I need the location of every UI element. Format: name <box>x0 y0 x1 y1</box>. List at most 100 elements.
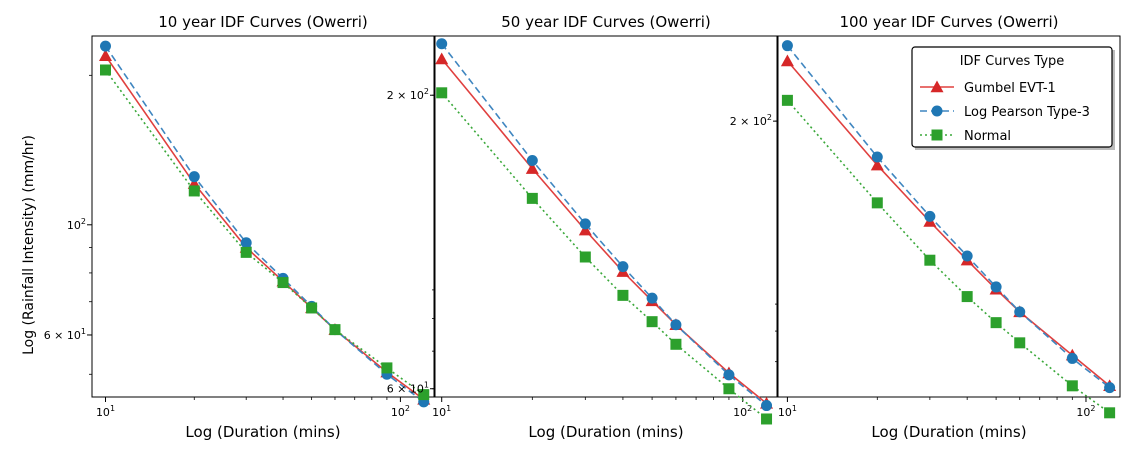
data-point <box>781 94 793 106</box>
data-point <box>525 162 539 174</box>
series-lp3 <box>436 38 773 412</box>
data-point <box>436 87 448 99</box>
panel-title: 100 year IDF Curves (Owerri) <box>839 13 1058 31</box>
data-point <box>646 316 658 328</box>
panels: 10 year IDF Curves (Owerri) Log (Duration… <box>44 13 1121 441</box>
y-tick-label: 102 <box>67 217 86 232</box>
legend-entry-lp3: Log Pearson Type-3 <box>920 105 1090 120</box>
data-point <box>578 223 592 236</box>
data-point <box>277 277 289 289</box>
data-point <box>1104 382 1116 394</box>
series-line <box>786 45 1111 389</box>
data-point <box>780 54 794 67</box>
x-axis-label: Log (Duration (mins) <box>185 423 340 441</box>
data-point <box>436 38 448 50</box>
data-point <box>99 40 111 52</box>
series-line <box>441 92 768 420</box>
series-line <box>786 99 1111 414</box>
data-point <box>871 151 883 163</box>
data-point <box>1066 352 1078 364</box>
data-point <box>670 338 682 350</box>
data-point <box>617 261 629 273</box>
panel-1: 10 year IDF Curves (Owerri) Log (Duration… <box>44 13 435 441</box>
data-point <box>646 292 658 304</box>
data-point <box>961 291 973 303</box>
series-lp3 <box>99 40 430 408</box>
legend-entry-normal: Normal <box>920 129 1011 144</box>
legend-marker <box>931 105 943 117</box>
panel-frame <box>777 35 1121 398</box>
data-point <box>1014 337 1026 349</box>
series-normal <box>781 94 1116 419</box>
y-axis-label: Log (Rainfall Intensity) (mm/hr) <box>21 135 37 355</box>
y-tick-label: 2 × 102 <box>730 113 772 128</box>
data-point <box>579 251 591 263</box>
legend-marker <box>930 80 944 93</box>
data-point <box>723 369 735 381</box>
data-point <box>670 319 682 331</box>
data-point <box>870 158 884 171</box>
data-point <box>761 413 773 425</box>
panel-title: 50 year IDF Curves (Owerri) <box>501 13 711 31</box>
x-axis-label: Log (Duration (mins) <box>871 423 1026 441</box>
series-normal <box>436 87 773 425</box>
data-point <box>306 302 318 314</box>
panel-title: 10 year IDF Curves (Owerri) <box>158 13 368 31</box>
data-point <box>99 64 111 76</box>
data-point <box>1066 380 1078 392</box>
series-line <box>441 43 768 407</box>
data-point <box>188 185 200 197</box>
data-point <box>617 289 629 301</box>
data-point <box>871 197 883 209</box>
legend-label: Log Pearson Type-3 <box>964 105 1090 120</box>
data-point <box>329 324 341 336</box>
series-gumbel <box>435 52 774 409</box>
legend: IDF Curves Type Gumbel EVT-1 Log Pearson T… <box>911 46 1115 150</box>
series-line <box>441 58 768 405</box>
data-point <box>98 49 112 61</box>
data-point <box>781 40 793 52</box>
series-line <box>786 60 1111 387</box>
data-point <box>240 246 252 258</box>
data-point <box>761 400 773 412</box>
data-point <box>418 389 430 401</box>
x-tick-label: 102 <box>391 404 410 419</box>
y-tick-label: 6 × 101 <box>44 327 86 342</box>
legend-marker <box>931 129 943 141</box>
data-point <box>526 192 538 204</box>
legend-entry-gumbel: Gumbel EVT-1 <box>920 80 1056 96</box>
series-gumbel <box>98 49 431 405</box>
x-tick-label: 102 <box>733 404 752 419</box>
x-tick-label: 101 <box>96 404 115 419</box>
legend-box <box>911 46 1113 148</box>
data-point <box>924 210 936 222</box>
y-tick-label: 2 × 102 <box>387 87 429 102</box>
data-point <box>579 218 591 230</box>
data-point <box>990 281 1002 293</box>
series-line <box>104 45 425 403</box>
panel-3: 100 year IDF Curves (Owerri) Log (Duratio… <box>730 13 1121 441</box>
panel-2: 50 year IDF Curves (Owerri) Log (Duration… <box>387 13 778 441</box>
series-line <box>104 69 425 396</box>
data-point <box>723 383 735 395</box>
data-point <box>526 155 538 167</box>
data-point <box>240 237 252 249</box>
data-point <box>188 171 200 183</box>
legend-label: Gumbel EVT-1 <box>964 81 1056 96</box>
x-axis-label: Log (Duration (mins) <box>528 423 683 441</box>
data-point <box>990 317 1002 329</box>
x-tick-label: 101 <box>778 404 797 419</box>
legend-title: IDF Curves Type <box>960 54 1065 69</box>
y-tick-label: 6 × 101 <box>387 381 429 396</box>
series-normal <box>99 64 430 401</box>
data-point <box>961 250 973 262</box>
data-point <box>435 52 449 65</box>
panel-frame <box>91 35 435 398</box>
panel-frame <box>434 35 778 398</box>
x-tick-label: 102 <box>1076 404 1095 419</box>
series-line <box>104 55 425 401</box>
data-point <box>1014 306 1026 318</box>
series-lp3 <box>781 40 1116 394</box>
data-point <box>1104 407 1116 419</box>
